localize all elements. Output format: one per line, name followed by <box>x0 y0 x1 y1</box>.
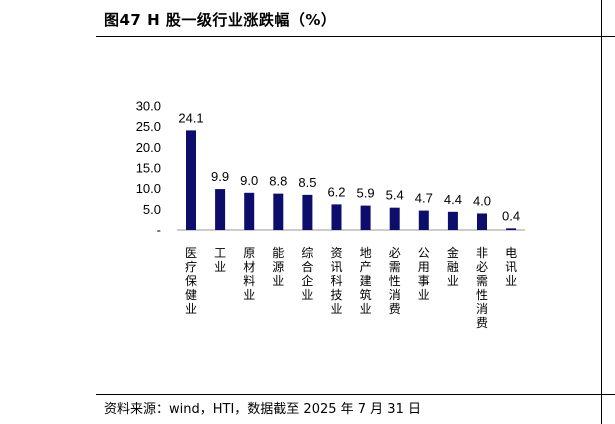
right-divider <box>601 37 602 394</box>
bar <box>477 213 487 230</box>
bar <box>273 193 284 230</box>
data-label: 9.9 <box>211 169 229 184</box>
category-label: 医疗保健业 <box>185 246 197 316</box>
source-note: 资料来源：wind，HTI，数据截至 2025 年 7 月 31 日 <box>104 402 421 417</box>
top-rule <box>96 36 615 37</box>
data-label: 4.7 <box>415 191 433 206</box>
bar-chart: - 5.0 10.0 15.0 20.0 25.0 30.0 24.1 医疗保健业 9.9 工业 9.… <box>136 99 526 330</box>
category-label: 电讯业 <box>505 246 517 288</box>
data-label: 5.9 <box>357 186 375 201</box>
category-label: 工业 <box>214 246 226 274</box>
y-tick-label: 25.0 <box>136 119 161 134</box>
y-tick-label: 5.0 <box>143 202 161 217</box>
category-label: 公用事业 <box>418 246 430 302</box>
data-label: 4.0 <box>473 193 491 208</box>
category-label: 原材料业 <box>243 246 255 302</box>
bar <box>215 189 226 230</box>
category-label: 资讯科技业 <box>330 246 342 316</box>
category-label: 地产建筑业 <box>360 246 372 316</box>
data-label: 6.2 <box>327 184 345 199</box>
data-label: 4.4 <box>444 192 462 207</box>
bottom-rule <box>96 394 615 395</box>
data-label: 8.5 <box>298 175 316 190</box>
data-label: 5.4 <box>386 188 404 203</box>
data-label: 24.1 <box>178 110 203 125</box>
bar <box>418 210 429 230</box>
bar <box>244 192 255 230</box>
bar <box>506 228 517 230</box>
category-label: 非必需性消费 <box>476 246 488 330</box>
figure-title: 图47 H 股一级行业涨跌幅（%） <box>104 11 337 29</box>
bar <box>389 207 400 230</box>
y-tick-label: 15.0 <box>136 161 161 176</box>
category-label: 能源业 <box>272 246 284 288</box>
data-label: 9.0 <box>240 173 258 188</box>
y-tick-label: - <box>157 223 161 238</box>
category-label: 金融业 <box>447 245 459 288</box>
data-label: 0.4 <box>502 208 520 223</box>
category-label: 综合企业 <box>301 246 313 302</box>
category-label: 必需性消费 <box>389 246 401 316</box>
y-tick-label: 10.0 <box>136 181 161 196</box>
y-tick-label: 30.0 <box>136 99 161 114</box>
bar <box>331 204 342 230</box>
bar <box>302 194 313 230</box>
bar <box>360 205 371 230</box>
right-divider-lower <box>601 395 602 424</box>
data-label: 8.8 <box>269 174 287 189</box>
right-divider-upper <box>601 0 602 36</box>
y-tick-label: 20.0 <box>136 140 161 155</box>
bar <box>186 130 196 230</box>
bar <box>447 211 458 230</box>
